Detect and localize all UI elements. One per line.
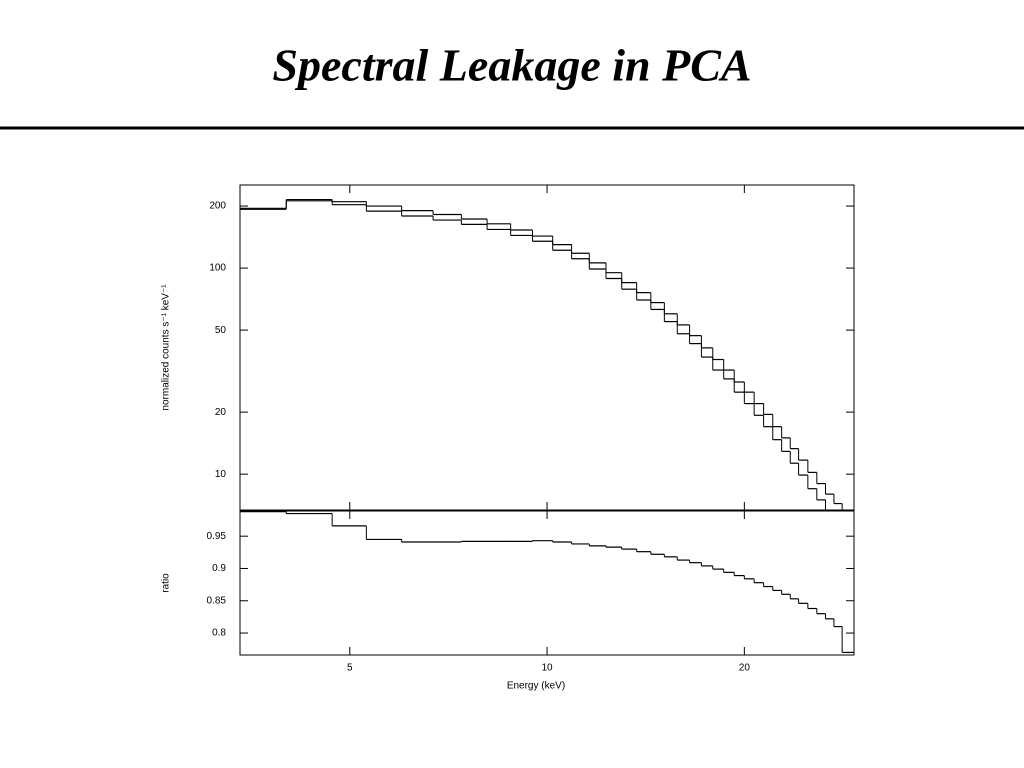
x-tick-label: 5: [347, 663, 353, 674]
y-axis-label: ratio: [161, 573, 172, 593]
slide-title: Spectral Leakage in PCA: [272, 40, 751, 91]
x-tick-label: 10: [541, 663, 553, 674]
y-tick-label: 0.8: [212, 628, 226, 639]
y-tick-label: 20: [215, 407, 227, 418]
y-tick-label: 0.85: [207, 595, 227, 606]
plot-frame: [239, 184, 855, 511]
y-tick-label: 100: [209, 263, 226, 274]
y-tick-label: 10: [215, 469, 227, 480]
y-tick-label: 50: [215, 325, 227, 336]
y-tick-label: 200: [209, 201, 226, 212]
x-tick-label: 20: [739, 663, 751, 674]
series-group: [240, 198, 843, 510]
y-axis-label: normalized counts s⁻¹ keV⁻¹: [161, 284, 172, 411]
y-tick-label: 0.9: [212, 563, 226, 574]
y-tick-label: 0.95: [207, 531, 227, 542]
series-group: [240, 511, 854, 654]
x-axis-label: Energy (keV): [507, 681, 565, 692]
